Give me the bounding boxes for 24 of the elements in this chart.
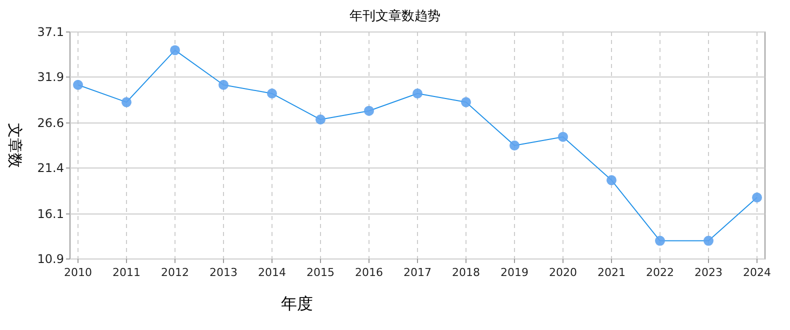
y-axis-title: 文章数 [6,123,24,168]
x-tick-label: 2024 [743,266,771,279]
y-tick-label: 10.9 [37,252,64,266]
y-tick-label: 31.9 [37,70,64,84]
x-tick-label: 2016 [355,266,383,279]
x-tick-label: 2019 [500,266,528,279]
x-tick-label: 2022 [646,266,674,279]
x-tick-label: 2021 [598,266,626,279]
y-tick-label: 26.6 [37,116,64,130]
x-tick-label: 2010 [64,266,92,279]
x-tick-label: 2023 [694,266,722,279]
y-tick-label: 21.4 [37,161,64,176]
x-tick-label: 2013 [210,266,238,279]
x-tick-label: 2015 [306,266,334,279]
x-axis-title: 年度 [281,294,313,313]
x-tick-label: 2011 [112,266,140,279]
x-tick-label: 2020 [549,266,577,279]
x-tick-label: 2018 [452,266,480,279]
chart-title: 年刊文章数趋势 [350,9,440,24]
x-tick-label: 2012 [161,266,189,279]
y-tick-label: 37.1 [37,25,64,39]
y-tick-label: 16.1 [37,206,64,221]
x-tick-label: 2017 [404,266,432,279]
x-tick-label: 2014 [258,266,286,279]
